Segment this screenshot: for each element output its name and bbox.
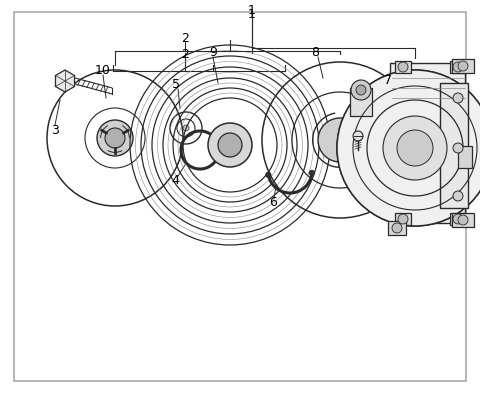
Circle shape: [218, 133, 242, 157]
Circle shape: [458, 215, 468, 225]
Text: 1: 1: [248, 9, 256, 22]
Circle shape: [183, 125, 189, 131]
Text: 5: 5: [172, 79, 180, 92]
Circle shape: [208, 123, 252, 167]
Bar: [450, 61, 466, 73]
Circle shape: [458, 61, 468, 71]
Circle shape: [398, 62, 408, 72]
Circle shape: [266, 172, 271, 177]
Text: 10: 10: [95, 64, 111, 77]
Polygon shape: [56, 70, 74, 92]
Circle shape: [318, 118, 362, 162]
Circle shape: [453, 93, 463, 103]
Text: 3: 3: [51, 123, 59, 136]
Bar: [390, 63, 465, 223]
Circle shape: [453, 191, 463, 201]
Text: 2: 2: [181, 31, 189, 44]
Text: 2: 2: [181, 48, 189, 61]
Text: 8: 8: [311, 46, 319, 59]
Circle shape: [337, 70, 480, 226]
Bar: [458, 146, 472, 168]
Circle shape: [356, 85, 366, 95]
Bar: [452, 59, 474, 73]
Circle shape: [392, 223, 402, 233]
Bar: [452, 213, 474, 227]
Bar: [440, 83, 468, 208]
Circle shape: [453, 214, 463, 224]
Circle shape: [398, 214, 408, 224]
Bar: [350, 88, 372, 116]
Bar: [388, 221, 406, 235]
Circle shape: [215, 140, 220, 145]
Bar: [450, 213, 466, 225]
Circle shape: [353, 131, 363, 141]
Bar: [395, 213, 411, 225]
Circle shape: [383, 116, 447, 180]
Text: 6: 6: [269, 196, 277, 209]
Circle shape: [397, 130, 433, 166]
Circle shape: [105, 128, 125, 148]
Text: 9: 9: [209, 46, 217, 59]
Circle shape: [351, 80, 371, 100]
Text: 1: 1: [248, 4, 256, 18]
Circle shape: [310, 171, 314, 175]
Circle shape: [337, 70, 480, 226]
Circle shape: [97, 120, 133, 156]
Circle shape: [383, 116, 447, 180]
Circle shape: [397, 130, 433, 166]
Circle shape: [453, 62, 463, 72]
Text: 4: 4: [171, 173, 179, 187]
Bar: [395, 61, 411, 73]
Circle shape: [215, 156, 220, 160]
Text: 7: 7: [384, 73, 392, 86]
Circle shape: [453, 143, 463, 153]
